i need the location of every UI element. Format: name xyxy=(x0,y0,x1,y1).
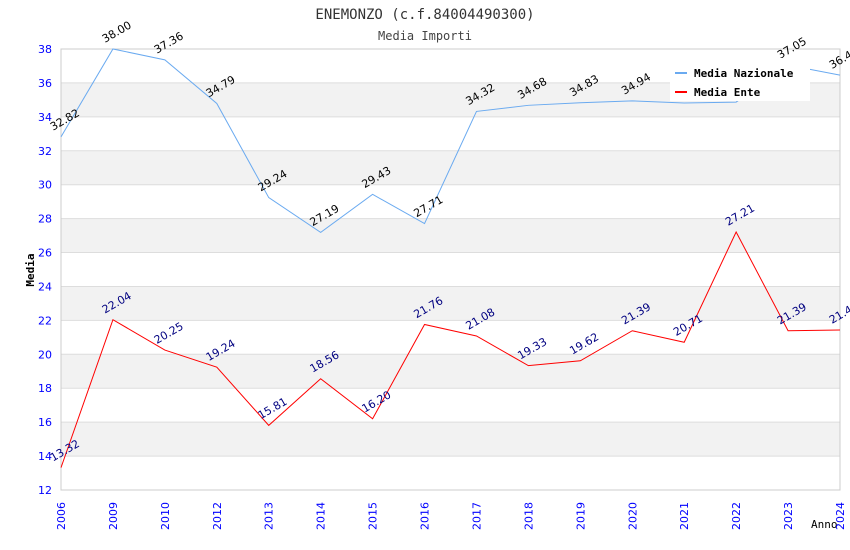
y-tick-label: 38 xyxy=(38,43,52,56)
y-tick-label: 32 xyxy=(38,145,52,158)
x-tick-label: 2019 xyxy=(574,502,587,530)
grid-band xyxy=(61,286,840,321)
y-tick-label: 36 xyxy=(38,77,52,90)
x-axis-label: Anno xyxy=(811,518,838,531)
x-tick-label: 2010 xyxy=(159,502,172,530)
x-tick-label: 2009 xyxy=(107,502,120,530)
legend: Media Nazionale Media Ente xyxy=(670,58,810,101)
grid-band xyxy=(61,354,840,389)
series-line-0 xyxy=(60,48,841,233)
legend-label: Media Nazionale xyxy=(694,67,794,80)
y-tick-label: 14 xyxy=(38,450,52,463)
y-tick-label: 22 xyxy=(38,314,52,327)
x-tick-label: 2020 xyxy=(626,502,639,530)
x-tick-label: 2024 xyxy=(834,502,847,530)
x-tick-label: 2006 xyxy=(55,502,68,530)
x-tick-label: 2022 xyxy=(730,502,743,530)
x-tick-label: 2021 xyxy=(678,502,691,530)
y-tick-label: 28 xyxy=(38,213,52,226)
y-tick-label: 18 xyxy=(38,382,52,395)
data-label: 15.81 xyxy=(256,395,290,422)
x-tick-label: 2017 xyxy=(470,502,483,530)
y-tick-label: 24 xyxy=(38,280,52,293)
series-line-1 xyxy=(60,230,841,468)
y-tick-label: 12 xyxy=(38,484,52,497)
x-tick-label: 2023 xyxy=(782,502,795,530)
data-label: 19.62 xyxy=(567,330,601,357)
y-tick-label: 16 xyxy=(38,416,52,429)
data-label: 37.05 xyxy=(775,35,809,62)
y-tick-label: 26 xyxy=(38,247,52,260)
legend-label: Media Ente xyxy=(694,86,761,99)
data-label: 37.36 xyxy=(152,29,186,56)
x-tick-label: 2015 xyxy=(367,502,380,530)
y-tick-label: 30 xyxy=(38,179,52,192)
x-tick-label: 2014 xyxy=(315,502,328,530)
y-tick-label: 34 xyxy=(38,111,52,124)
x-tick-label: 2018 xyxy=(522,502,535,530)
x-tick-label: 2016 xyxy=(419,502,432,530)
data-label: 38.00 xyxy=(100,19,134,46)
plot-border xyxy=(60,48,841,491)
y-tick-label: 20 xyxy=(38,348,52,361)
y-axis-label: Media xyxy=(24,253,37,286)
grid-band xyxy=(61,218,840,253)
x-tick-label: 2013 xyxy=(263,502,276,530)
grid-band xyxy=(61,422,840,457)
chart-title: ENEMONZO (c.f.84004490300) xyxy=(315,7,534,23)
data-label: 20.25 xyxy=(152,320,186,347)
x-tick-label: 2012 xyxy=(211,502,224,530)
chart-subtitle: Media Importi xyxy=(378,29,472,43)
